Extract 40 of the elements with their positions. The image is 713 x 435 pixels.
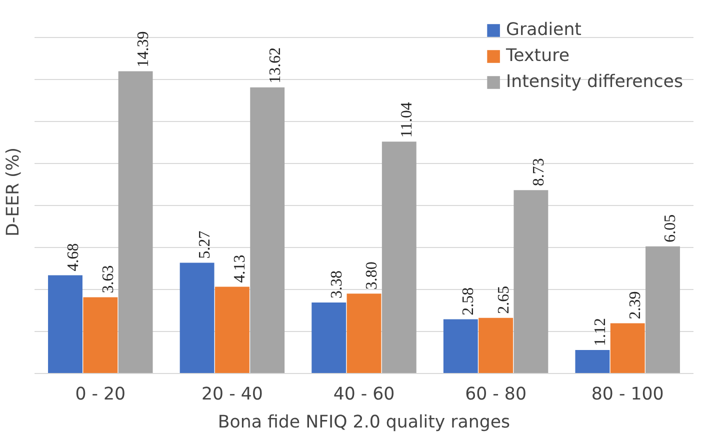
bar: [346, 294, 382, 374]
data-label: 2.65: [495, 286, 512, 314]
data-label: 8.73: [530, 158, 548, 186]
bar: [118, 71, 153, 374]
bar: [180, 262, 214, 374]
data-label: 3.80: [364, 262, 380, 290]
y-axis-title: D-EER (%): [4, 147, 24, 237]
legend-label: Texture: [506, 46, 570, 66]
x-tick-label: 0 - 20: [75, 384, 126, 404]
data-label: 3.63: [100, 265, 117, 294]
x-axis-title: Bona fide NFIQ 2.0 quality ranges: [218, 412, 510, 432]
bar: [382, 142, 416, 374]
bar: [443, 319, 478, 374]
bar: [610, 323, 645, 374]
bar: [646, 246, 680, 374]
bar: [514, 190, 548, 374]
bar: [478, 318, 514, 374]
data-label: 4.68: [64, 243, 82, 272]
data-label: 6.05: [662, 214, 680, 242]
bar: [312, 302, 346, 374]
bar: [575, 350, 610, 374]
data-label: 14.39: [135, 31, 152, 68]
legend-label: Gradient: [506, 20, 582, 40]
x-tick-label: 20 - 40: [202, 384, 263, 404]
data-label: 13.62: [266, 47, 284, 84]
data-label: 4.13: [232, 254, 249, 283]
data-label: 5.27: [196, 230, 214, 259]
data-label: 2.39: [627, 291, 644, 320]
data-label: 11.04: [398, 102, 416, 138]
bar: [214, 286, 250, 374]
bar: [48, 275, 82, 374]
x-tick-label: 40 - 60: [333, 384, 395, 404]
bar: [83, 297, 118, 374]
x-tick-label: 80 - 100: [591, 384, 664, 404]
data-label: 3.38: [328, 270, 346, 298]
bar: [250, 87, 285, 374]
data-label: 1.12: [592, 318, 609, 346]
data-label: 2.58: [460, 287, 478, 316]
legend-label: Intensity differences: [506, 72, 683, 92]
x-tick-label: 60 - 80: [465, 384, 526, 404]
